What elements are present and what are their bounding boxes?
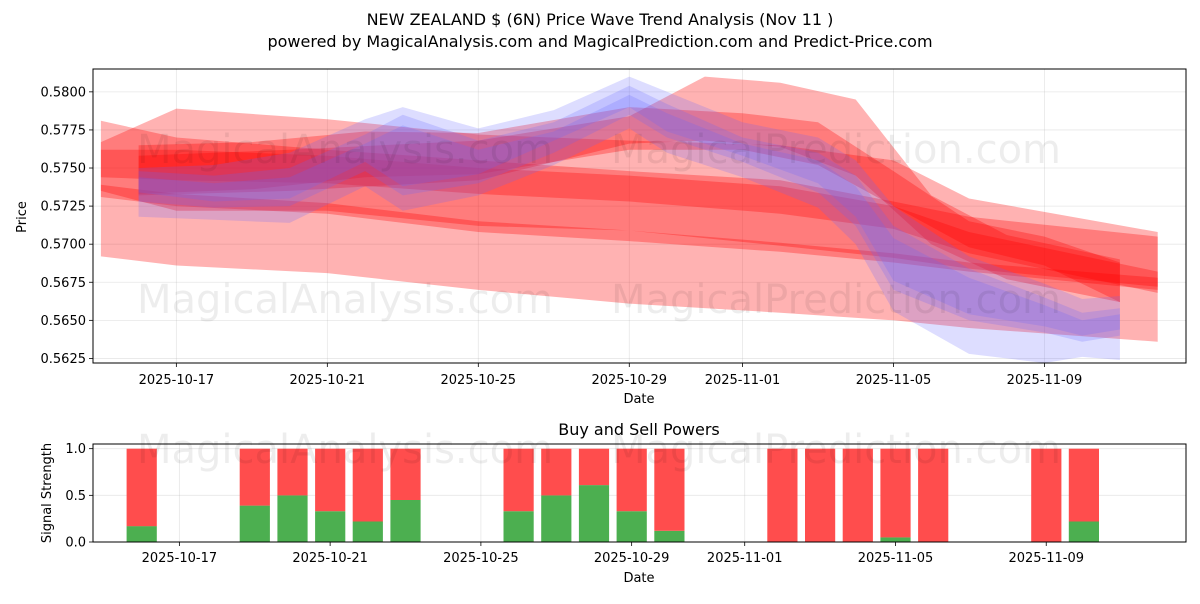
power-plot-border [92, 443, 1187, 543]
power-x-tick-label: 2025-11-05 [858, 551, 934, 566]
price-panel: MagicalAnalysis.com MagicalPrediction.co… [15, 68, 1187, 407]
price-y-tick-label: 0.5625 [41, 352, 87, 367]
power-y-tick-label: 0.0 [65, 536, 86, 551]
watermark-prediction-mid: MagicalPrediction.com [611, 277, 1061, 323]
buy-bar [352, 521, 383, 542]
power-x-axis-label: Date [623, 571, 654, 586]
power-bars [126, 448, 1099, 542]
sell-bar [578, 448, 610, 486]
sell-bar [239, 448, 270, 506]
chart-title: NEW ZEALAND $ (6N) Price Wave Trend Anal… [367, 10, 834, 29]
sell-bar [616, 448, 647, 512]
power-y-axis-label: Signal Strength [40, 443, 55, 543]
blue-band-1 [138, 85, 1120, 342]
sell-bar [767, 448, 798, 542]
buy-bar [126, 526, 157, 542]
price-y-ticks: 0.5625 0.5650 0.5675 0.5700 0.5725 0.5750 0.57… [41, 85, 93, 367]
power-x-tick-label: 2025-11-01 [707, 551, 783, 566]
power-chart-title: Buy and Sell Powers [558, 420, 720, 439]
buy-bar [315, 511, 346, 542]
sell-bar [126, 448, 157, 527]
sell-bar [1031, 448, 1062, 542]
buy-bar [277, 495, 308, 542]
price-y-axis-label: Price [15, 201, 30, 233]
red-band-6 [138, 76, 1120, 303]
sell-bar [503, 448, 534, 512]
power-x-tick-label: 2025-10-17 [142, 551, 218, 566]
watermark-prediction-bottom: MagicalPrediction.com [611, 427, 1061, 473]
power-x-tick-label: 2025-10-21 [292, 551, 368, 566]
price-plot-frame [93, 69, 1186, 363]
price-x-ticks: 2025-10-17 2025-10-21 2025-10-25 2025-10-29… [139, 363, 1083, 388]
sell-bar [805, 448, 836, 542]
power-x-tick-label: 2025-10-29 [594, 551, 670, 566]
price-x-axis-label: Date [623, 392, 654, 407]
price-y-tick-label: 0.5725 [41, 200, 87, 215]
sell-bar [880, 448, 911, 538]
buy-bar [654, 530, 685, 542]
sell-bar [654, 448, 685, 531]
price-bands [100, 76, 1158, 363]
price-y-tick-label: 0.5700 [41, 238, 87, 253]
sell-bar [352, 448, 383, 522]
price-y-tick-label: 0.5775 [41, 123, 87, 138]
buy-bar [1068, 521, 1099, 542]
power-x-tick-label: 2025-11-09 [1008, 551, 1084, 566]
price-grid [93, 69, 1186, 363]
red-band-2 [100, 120, 1158, 287]
sell-bar [315, 448, 346, 512]
price-y-tick-label: 0.5750 [41, 162, 87, 177]
power-x-tick-label: 2025-10-25 [443, 551, 519, 566]
price-x-tick-label: 2025-10-21 [290, 373, 366, 388]
sell-bar [918, 448, 949, 542]
watermark-prediction-top: MagicalPrediction.com [611, 127, 1061, 173]
sell-bar [541, 448, 572, 496]
red-band-3 [100, 184, 1158, 290]
buy-bar [541, 495, 572, 542]
sell-bar [390, 448, 421, 500]
price-x-tick-label: 2025-10-29 [591, 373, 667, 388]
buy-bar [239, 505, 270, 542]
watermark-analysis-top: MagicalAnalysis.com [137, 127, 553, 173]
price-plot-border [92, 68, 1187, 364]
price-x-tick-label: 2025-11-01 [705, 373, 781, 388]
buy-bar [880, 537, 911, 542]
chart-subtitle: powered by MagicalAnalysis.com and Magic… [267, 32, 932, 51]
price-x-tick-label: 2025-10-25 [441, 373, 517, 388]
power-panel: Buy and Sell Powers MagicalAnalysis.com … [40, 420, 1187, 586]
price-y-tick-label: 0.5675 [41, 276, 87, 291]
power-y-ticks: 0.0 0.5 1.0 [65, 442, 93, 551]
blue-band-3 [138, 76, 1120, 363]
red-band-5 [138, 107, 1120, 303]
price-x-tick-label: 2025-11-09 [1007, 373, 1083, 388]
sell-bar [277, 448, 308, 496]
power-x-ticks: 2025-10-17 2025-10-21 2025-10-25 2025-10-29… [142, 542, 1084, 566]
watermark-analysis-bottom: MagicalAnalysis.com [137, 427, 553, 473]
red-band-4 [100, 149, 1158, 293]
buy-bar [503, 511, 534, 542]
power-y-tick-label: 0.5 [65, 489, 86, 504]
sell-bar [842, 448, 873, 542]
price-x-tick-label: 2025-10-17 [139, 373, 215, 388]
power-y-tick-label: 1.0 [65, 442, 86, 457]
blue-band-2 [138, 94, 1120, 336]
price-y-tick-label: 0.5650 [41, 314, 87, 329]
red-band-1 [100, 108, 1158, 342]
buy-bar [616, 511, 647, 542]
watermark-analysis-mid: MagicalAnalysis.com [137, 277, 553, 323]
buy-bar [390, 500, 421, 542]
buy-bar [578, 485, 610, 542]
price-y-tick-label: 0.5800 [41, 85, 87, 100]
sell-bar [1068, 448, 1099, 522]
price-x-tick-label: 2025-11-05 [856, 373, 932, 388]
